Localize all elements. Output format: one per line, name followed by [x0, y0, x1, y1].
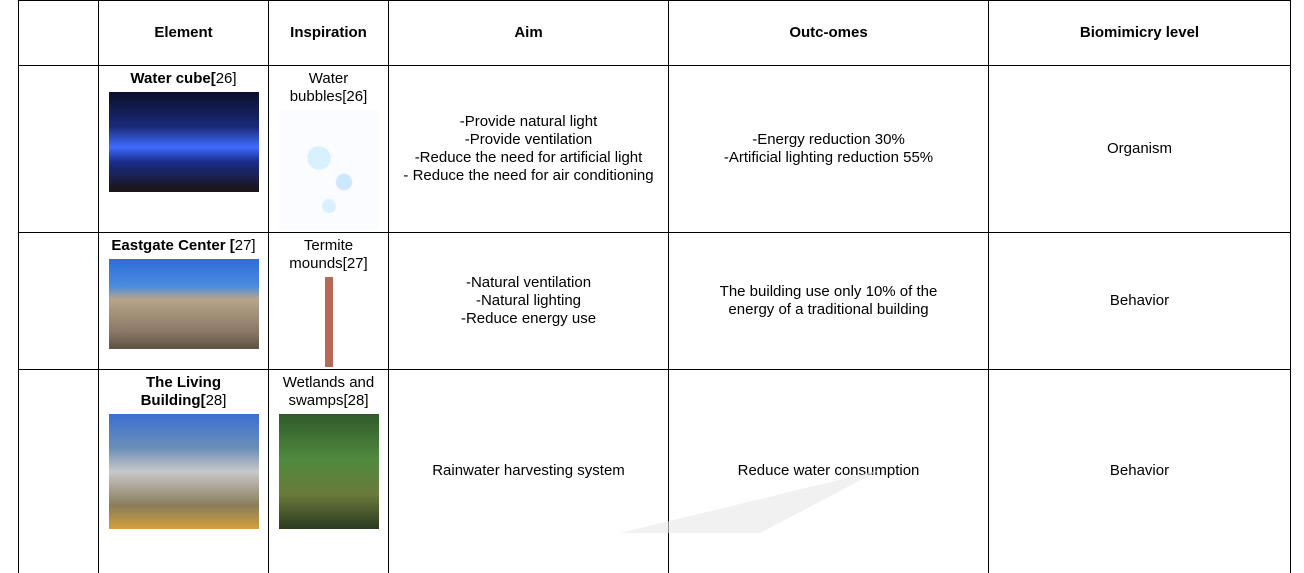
- header-cell: Inspiration: [269, 1, 389, 66]
- header-cell: Biomimicry level: [989, 1, 1291, 66]
- inspiration-label: Termite mounds[27]: [275, 237, 382, 273]
- header-cell: Element: [99, 1, 269, 66]
- inspiration-label: Wetlands and swamps[28]: [275, 374, 382, 410]
- empty-cell: [19, 66, 99, 233]
- aim-line: -Reduce energy use: [395, 310, 662, 328]
- photo: [109, 92, 259, 192]
- level-cell: Behavior: [989, 233, 1291, 370]
- element-cell: Eastgate Center [27]: [99, 233, 269, 370]
- inspiration-cell: Water bubbles[26]: [269, 66, 389, 233]
- inspiration-cell: Wetlands and swamps[28]: [269, 370, 389, 573]
- aim-cell: -Provide natural light-Provide ventilati…: [389, 66, 669, 233]
- header-cell: Aim: [389, 1, 669, 66]
- outcomes-cell: Reduce water consumption: [669, 370, 989, 573]
- photo: [279, 110, 379, 230]
- aim-line: -Reduce the need for artificial light: [395, 149, 662, 167]
- level-cell: Behavior: [989, 370, 1291, 573]
- outcomes-cell: The building use only 10% of the energy …: [669, 233, 989, 370]
- photo: [109, 259, 259, 349]
- outcome-line: The building use only 10% of the energy …: [719, 283, 938, 319]
- outcome-line: -Artificial lighting reduction 55%: [719, 149, 938, 167]
- element-ref: 28]: [206, 392, 227, 409]
- level-cell: Organism: [989, 66, 1291, 233]
- empty-cell: [19, 370, 99, 573]
- table-row: Eastgate Center [27]Termite mounds[27]-N…: [19, 233, 1291, 370]
- outcomes-cell: -Energy reduction 30%-Artificial lightin…: [669, 66, 989, 233]
- outcome-line: Reduce water consumption: [719, 462, 938, 480]
- aim-line: -Provide natural light: [395, 113, 662, 131]
- aim-line: Rainwater harvesting system: [395, 462, 662, 480]
- aim-line: -Provide ventilation: [395, 131, 662, 149]
- photo: [309, 277, 349, 367]
- aim-cell: -Natural ventilation-Natural lighting-Re…: [389, 233, 669, 370]
- empty-cell: [19, 233, 99, 370]
- aim-line: -Natural ventilation: [395, 274, 662, 292]
- table-row: Water cube[26]Water bubbles[26]-Provide …: [19, 66, 1291, 233]
- element-cell: Water cube[26]: [99, 66, 269, 233]
- page: {"table": { "header": ["Element", "Inspi…: [0, 0, 1304, 533]
- table-row: The Living Building[28] Wetlands and swam…: [19, 370, 1291, 573]
- aim-cell: Rainwater harvesting system: [389, 370, 669, 573]
- inspiration-cell: Termite mounds[27]: [269, 233, 389, 370]
- photo: [109, 414, 259, 529]
- outcome-line: -Energy reduction 30%: [719, 131, 938, 149]
- aim-line: -Natural lighting: [395, 292, 662, 310]
- element-name: Water cube[: [130, 70, 215, 87]
- element-cell: The Living Building[28]: [99, 370, 269, 573]
- element-ref: 26]: [216, 70, 237, 87]
- element-label: The Living Building[28]: [105, 374, 262, 410]
- element-ref: 27]: [235, 237, 256, 254]
- element-label: Eastgate Center [27]: [105, 237, 262, 255]
- element-name: Eastgate Center [: [111, 237, 234, 254]
- inspiration-label: Water bubbles[26]: [275, 70, 382, 106]
- photo: [279, 414, 379, 529]
- element-label: Water cube[26]: [105, 70, 262, 88]
- aim-line: - Reduce the need for air conditioning: [395, 167, 662, 185]
- header-cell: Outc-omes: [669, 1, 989, 66]
- empty-cell: [19, 1, 99, 66]
